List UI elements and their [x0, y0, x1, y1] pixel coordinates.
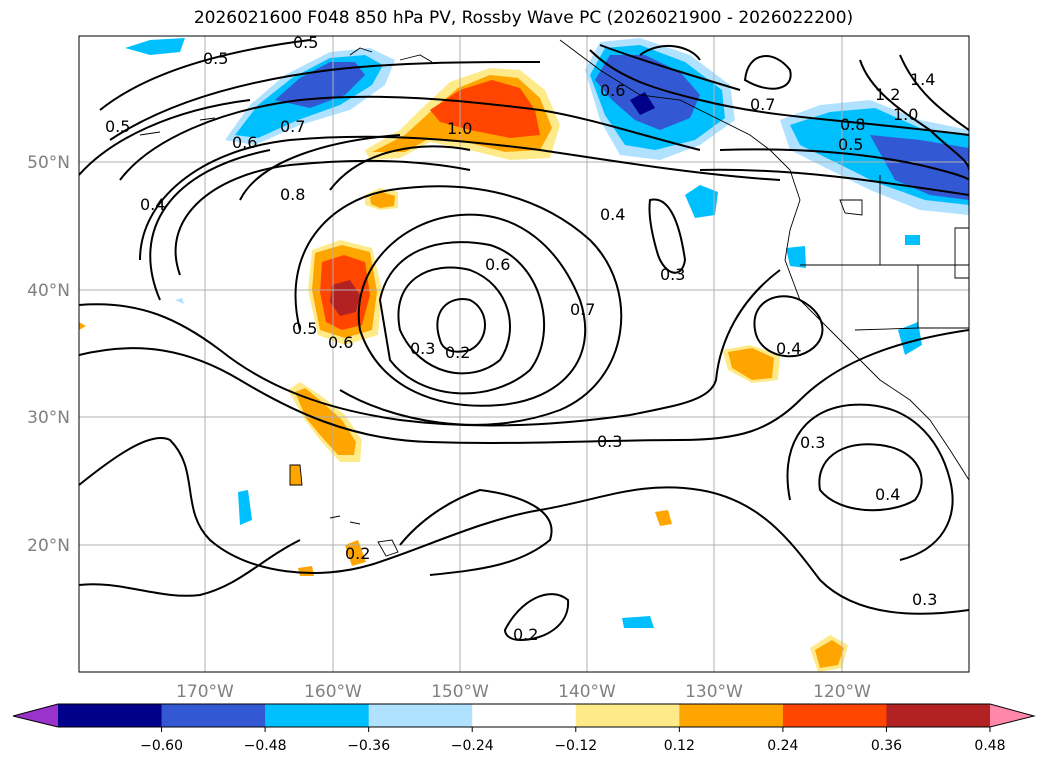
contour-label: 1.2	[875, 85, 900, 104]
contour-label: 0.7	[280, 117, 305, 136]
contour-label: 0.3	[800, 433, 825, 452]
contour-label: 0.2	[445, 343, 470, 362]
contour-labels: 0.5 0.5 0.6 0.7 0.4 0.8 0.5 1.0 0.6 0.7 …	[105, 33, 937, 644]
lat-label: 20°N	[27, 536, 70, 556]
contour-label: 0.3	[660, 265, 685, 284]
contour-label: 0.2	[345, 544, 370, 563]
contour-label: 0.5	[105, 117, 130, 136]
lat-label: 40°N	[27, 281, 70, 301]
colorbar-outline	[12, 703, 1036, 728]
contour-label: 0.3	[410, 339, 435, 358]
contour-label: 0.4	[600, 205, 625, 224]
contour-label: 0.5	[293, 33, 318, 52]
contour-label: 0.3	[912, 590, 937, 609]
contour-label: 0.6	[232, 133, 257, 152]
contour-label: 0.4	[140, 195, 165, 214]
pv-shading	[79, 38, 969, 672]
map-frame	[78, 35, 970, 673]
contour-label: 0.4	[875, 485, 900, 504]
contour-label: 0.5	[838, 135, 863, 154]
colorbar-tick-label: −0.48	[244, 738, 287, 754]
map-title: 2026021600 F048 850 hPa PV, Rossby Wave …	[193, 8, 854, 28]
colorbar-tick-label: −0.60	[140, 738, 183, 754]
lon-label: 120°W	[813, 682, 871, 702]
colorbar-segment	[679, 704, 784, 727]
lon-label: 170°W	[176, 682, 234, 702]
colorbar-tick-label: −0.36	[347, 738, 390, 754]
contour-label: 0.6	[600, 81, 625, 100]
colorbar-tick-label: 0.48	[974, 738, 1005, 754]
lat-label: 30°N	[27, 408, 70, 428]
contour-label: 1.0	[447, 119, 472, 138]
pv-contours	[79, 39, 969, 642]
colorbar-segment	[575, 704, 680, 727]
lat-tick-labels: 50°N 40°N 30°N 20°N	[27, 153, 70, 556]
contour-label: 0.6	[328, 333, 353, 352]
colorbar-tick-label: 0.12	[664, 738, 695, 754]
colorbar-segment	[161, 704, 266, 727]
contour-label: 0.6	[485, 255, 510, 274]
colorbar-segment	[265, 704, 370, 727]
coastlines	[139, 39, 969, 557]
contour-label: 1.0	[893, 105, 918, 124]
contour-label: 0.5	[292, 319, 317, 338]
colorbar-segment	[58, 704, 163, 727]
colorbar-tick-label: 0.24	[767, 738, 798, 754]
colorbar-segment	[782, 704, 887, 727]
contour-label: 0.4	[776, 339, 801, 358]
contour-label: 0.8	[840, 115, 865, 134]
colorbar: −0.60 −0.48 −0.36 −0.24 −0.12 0.12 0.24 0.36 0.4…	[12, 703, 1036, 754]
lon-tick-labels: 170°W 160°W 150°W 140°W 130°W 120°W	[176, 682, 871, 702]
contour-label: 0.2	[513, 625, 538, 644]
contour-label: 0.5	[203, 49, 228, 68]
colorbar-segment	[886, 704, 991, 727]
colorbar-tick-label: 0.36	[871, 738, 902, 754]
contour-label: 1.4	[910, 70, 935, 89]
lon-label: 140°W	[558, 682, 616, 702]
colorbar-segment	[368, 704, 473, 727]
colorbar-segment	[472, 704, 577, 727]
colorbar-extend-min	[13, 704, 58, 727]
contour-label: 0.7	[750, 95, 775, 114]
colorbar-extend-max	[990, 704, 1034, 727]
colorbar-tick-label: −0.12	[554, 738, 597, 754]
lon-label: 160°W	[304, 682, 362, 702]
lon-label: 130°W	[685, 682, 743, 702]
lon-label: 150°W	[431, 682, 489, 702]
contour-label: 0.7	[570, 300, 595, 319]
contour-label: 0.3	[597, 432, 622, 451]
lat-label: 50°N	[27, 153, 70, 173]
contour-label: 0.8	[280, 185, 305, 204]
colorbar-tick-label: −0.24	[451, 738, 494, 754]
